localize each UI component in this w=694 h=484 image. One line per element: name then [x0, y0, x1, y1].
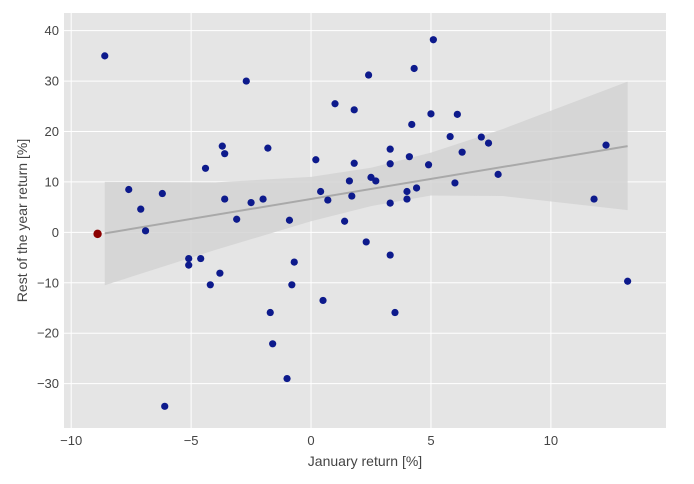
data-point [101, 52, 109, 60]
data-point [386, 251, 394, 259]
y-tick-label: −20 [37, 326, 59, 341]
data-point [345, 177, 354, 185]
y-tick-label: 10 [45, 174, 59, 189]
data-point [125, 185, 133, 194]
y-tick-label: 40 [45, 23, 59, 38]
data-point [264, 144, 272, 152]
data-point [494, 170, 502, 178]
data-point [484, 139, 493, 147]
data-point [331, 100, 339, 108]
data-point [288, 281, 296, 289]
x-tick-label: −10 [60, 433, 82, 448]
data-point [427, 110, 435, 118]
data-point [290, 258, 298, 266]
data-point [624, 277, 632, 285]
x-axis-title: January return [%] [308, 453, 422, 469]
data-point [185, 261, 193, 269]
y-tick-label: −30 [37, 376, 59, 391]
trend-line [104, 145, 628, 235]
data-point [386, 160, 394, 168]
data-point [247, 198, 255, 207]
data-point [161, 402, 169, 410]
data-point [218, 142, 226, 150]
data-point [350, 106, 358, 114]
x-tick-label: −5 [184, 433, 199, 448]
data-point [446, 132, 454, 141]
y-tick-labels: −30 −20 −10 0 10 20 30 40 [37, 23, 59, 391]
data-point [201, 164, 210, 172]
confidence-band-layer [104, 81, 628, 286]
data-point [372, 177, 380, 185]
data-point [602, 141, 610, 149]
data-point [477, 133, 485, 141]
data-point [259, 195, 267, 203]
confidence-band [104, 81, 628, 286]
data-point [216, 269, 224, 277]
data-point [206, 281, 214, 289]
data-point [412, 184, 421, 192]
data-point [341, 217, 349, 225]
data-point [453, 110, 461, 118]
data-point [451, 179, 459, 187]
y-tick-label: 20 [45, 124, 59, 139]
data-point [590, 195, 598, 203]
data-point [324, 196, 332, 204]
data-point [458, 148, 466, 156]
data-point [405, 153, 413, 161]
data-point [364, 71, 373, 79]
data-point [158, 189, 166, 198]
data-point [137, 205, 145, 213]
y-tick-label: −10 [37, 275, 59, 290]
data-point [386, 199, 394, 207]
data-point [429, 36, 437, 44]
y-axis-title: Rest of the year return [%] [14, 139, 30, 302]
y-tick-label: 0 [52, 225, 59, 240]
highlighted-data-point [93, 229, 102, 239]
data-point [408, 120, 416, 129]
data-point [348, 192, 356, 200]
x-tick-label: 10 [544, 433, 558, 448]
x-tick-label: 5 [427, 433, 434, 448]
data-point [269, 340, 277, 348]
data-point [403, 195, 411, 203]
data-point [221, 195, 229, 203]
data-point [317, 187, 325, 196]
data-point [410, 64, 418, 73]
data-point [312, 156, 320, 164]
points-layer [93, 36, 632, 410]
data-point [233, 215, 241, 223]
data-point [403, 187, 411, 196]
x-tick-label: 0 [307, 433, 314, 448]
data-point [221, 150, 229, 158]
data-point [185, 254, 193, 263]
data-point [242, 77, 250, 85]
data-point [141, 227, 150, 235]
data-point [350, 159, 358, 167]
data-point [391, 308, 399, 317]
data-point [197, 254, 205, 263]
data-point [386, 145, 394, 153]
data-point [424, 161, 433, 169]
data-point [319, 296, 327, 305]
data-point [362, 238, 370, 246]
data-point [266, 308, 274, 317]
data-point [283, 374, 291, 383]
y-tick-label: 30 [45, 74, 59, 89]
trend-line-layer [104, 145, 628, 235]
x-tick-labels: −10 −5 0 5 10 [60, 433, 558, 448]
data-point [285, 216, 294, 224]
